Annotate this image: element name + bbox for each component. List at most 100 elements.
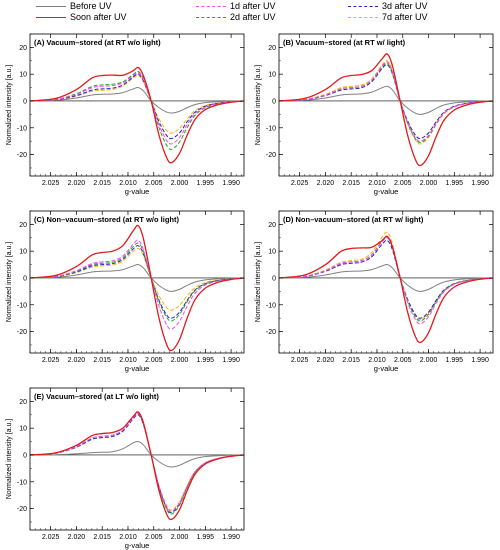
x-tick-label: 1.990 — [471, 357, 489, 364]
y-tick-label: -10 — [266, 125, 276, 132]
series-group — [30, 224, 244, 352]
x-tick-label: 1.995 — [197, 357, 215, 364]
series-line-7d-after-uv — [279, 231, 493, 321]
panel-title: (B) Vacuum–stored (at RT w/ light) — [283, 38, 406, 47]
series-line-1d-after-uv — [30, 72, 244, 145]
legend-label-1d-after-uv: 1d after UV — [230, 1, 276, 11]
y-tick-label: -10 — [17, 479, 27, 486]
x-tick-label: 1.990 — [222, 357, 240, 364]
x-tick-label: 1.990 — [222, 180, 240, 187]
series-line-soon-after-uv — [279, 53, 493, 167]
y-tick-label: 20 — [268, 222, 276, 229]
series-line-soon-after-uv — [279, 235, 493, 344]
series-group — [279, 231, 493, 344]
x-tick-label: 2.005 — [145, 180, 163, 187]
y-axis-label: Normalized intensity [a.u.] — [255, 65, 262, 146]
panel-title: (D) Non–vacuum–stored (at RT w/ light) — [283, 215, 424, 224]
series-group — [30, 411, 244, 521]
y-axis-label: Normalized intensity [a.u.] — [255, 242, 262, 323]
y-tick-label: -20 — [17, 152, 27, 159]
x-tick-label: 2.010 — [368, 180, 386, 187]
series-line-2d-after-uv — [279, 235, 493, 322]
plot-frame — [278, 210, 494, 354]
x-tick-label: 2.015 — [342, 357, 360, 364]
legend-label-3d-after-uv: 3d after UV — [382, 1, 428, 11]
x-tick-label: 2.010 — [119, 180, 137, 187]
series-line-soon-after-uv — [30, 224, 244, 352]
y-tick-label: -20 — [17, 506, 27, 513]
x-tick-label: 2.025 — [42, 180, 60, 187]
y-tick-label: 10 — [19, 72, 27, 79]
series-line-before-uv — [30, 87, 244, 114]
legend-label-soon-after-uv: Soon after UV — [70, 12, 127, 22]
plot-frame — [29, 33, 245, 177]
chart-panel-c: 2.025 2.020 2.015 2.010 2.005 2.000 1.995 1.990… — [6, 210, 245, 373]
series-line-3d-after-uv — [279, 64, 493, 140]
x-tick-label: 2.000 — [420, 357, 438, 364]
panel-title: (C) Non–vacuum–stored (at RT w/o light) — [34, 215, 180, 224]
x-tick-label: 2.015 — [93, 534, 111, 541]
legend-swatch-3d-after-uv — [348, 6, 378, 7]
series-line-7d-after-uv — [30, 247, 244, 311]
series-group — [279, 53, 493, 167]
x-tick-label: 2.025 — [291, 357, 309, 364]
x-tick-label: 2.000 — [171, 180, 189, 187]
panel-title: (A) Vacuum–stored (at RT w/o light) — [34, 38, 161, 47]
chart-panel-e: 2.025 2.020 2.015 2.010 2.005 2.000 1.995 1.990… — [6, 387, 245, 550]
plot-frame — [29, 210, 245, 354]
x-tick-label: 2.000 — [171, 357, 189, 364]
x-tick-label: 2.010 — [368, 357, 386, 364]
x-tick-label: 1.995 — [197, 180, 215, 187]
x-axis-label: g-value — [125, 541, 150, 550]
series-line-before-uv — [279, 85, 493, 115]
series-line-7d-after-uv — [30, 74, 244, 134]
x-tick-label: 1.995 — [197, 534, 215, 541]
legend-swatch-before-uv — [36, 6, 66, 7]
y-tick-label: -20 — [266, 329, 276, 336]
panel-title: (E) Vacuum–stored (at LT w/o light) — [34, 392, 159, 401]
y-axis-label: Normalized intensity [a.u.] — [6, 419, 13, 500]
x-tick-label: 2.015 — [93, 357, 111, 364]
legend-swatch-7d-after-uv — [348, 17, 378, 18]
y-tick-label: 10 — [19, 249, 27, 256]
y-axis-label: Normalized intensity [a.u.] — [6, 242, 13, 323]
y-tick-label: 10 — [268, 72, 276, 79]
series-line-1d-after-uv — [30, 412, 244, 512]
series-line-2d-after-uv — [30, 412, 244, 515]
x-axis-label: g-value — [125, 364, 150, 373]
x-tick-label: 2.010 — [119, 357, 137, 364]
y-tick-label: 20 — [19, 45, 27, 52]
x-tick-label: 2.005 — [394, 180, 412, 187]
x-tick-label: 2.010 — [119, 534, 137, 541]
x-tick-label: 1.990 — [222, 534, 240, 541]
x-tick-label: 2.000 — [171, 534, 189, 541]
y-axis-label: Normalized intensity [a.u.] — [6, 65, 13, 146]
series-line-3d-after-uv — [30, 245, 244, 319]
legend: Before UV Soon after UV 1d after UV 2d a… — [0, 0, 500, 24]
y-tick-label: -10 — [266, 302, 276, 309]
series-line-1d-after-uv — [279, 61, 493, 142]
x-tick-label: 2.025 — [291, 180, 309, 187]
x-tick-label: 2.020 — [68, 180, 86, 187]
y-tick-label: 0 — [23, 275, 27, 282]
y-tick-label: -20 — [17, 329, 27, 336]
series-line-before-uv — [30, 440, 244, 468]
series-line-3d-after-uv — [30, 414, 244, 514]
y-tick-label: -20 — [266, 152, 276, 159]
y-tick-label: 20 — [19, 399, 27, 406]
x-tick-label: 1.990 — [471, 180, 489, 187]
x-tick-label: 2.020 — [317, 357, 335, 364]
chart-panel-a: 2.025 2.020 2.015 2.010 2.005 2.000 1.995 1.990… — [6, 33, 245, 196]
series-line-2d-after-uv — [30, 70, 244, 150]
x-tick-label: 2.020 — [68, 357, 86, 364]
y-tick-label: 20 — [19, 222, 27, 229]
chart-panel-d: 2.025 2.020 2.015 2.010 2.005 2.000 1.995 1.990… — [255, 210, 494, 373]
x-axis-label: g-value — [125, 187, 150, 196]
x-tick-label: 1.995 — [446, 357, 464, 364]
y-tick-label: 10 — [268, 249, 276, 256]
chart-panel-b: 2.025 2.020 2.015 2.010 2.005 2.000 1.995 1.990… — [255, 33, 494, 196]
legend-label-before-uv: Before UV — [70, 1, 112, 11]
y-tick-label: 0 — [272, 275, 276, 282]
series-line-1d-after-uv — [279, 237, 493, 325]
